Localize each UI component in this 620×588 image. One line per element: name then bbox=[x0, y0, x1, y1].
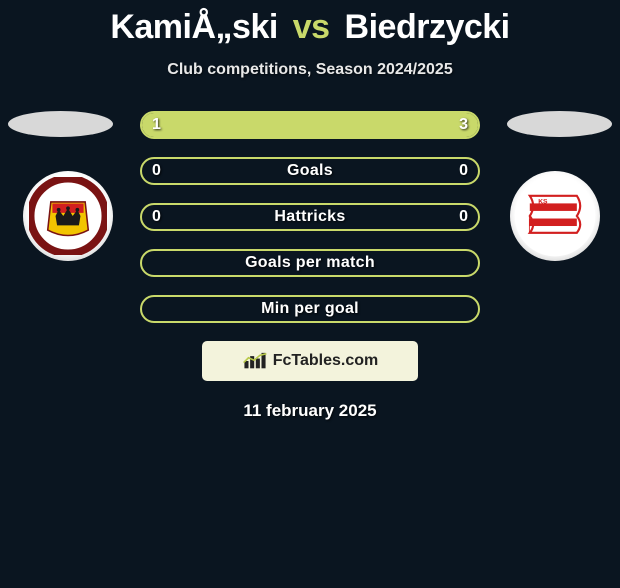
stat-value-right: 0 bbox=[459, 162, 468, 180]
stat-value-left: 0 bbox=[152, 208, 161, 226]
stats-arena: KS 13Matches00Goals00HattricksGoals per … bbox=[0, 111, 620, 323]
stat-label: Goals per match bbox=[245, 254, 375, 272]
branding-text: FcTables.com bbox=[273, 352, 379, 370]
stat-row: Goals per match bbox=[140, 249, 480, 277]
bar-chart-icon bbox=[242, 350, 268, 372]
club-crest-left bbox=[23, 171, 113, 261]
stat-row: 13Matches bbox=[140, 111, 480, 139]
svg-text:KS: KS bbox=[538, 198, 548, 205]
korona-crest-icon bbox=[29, 177, 107, 255]
player2-name: Biedrzycki bbox=[345, 8, 510, 46]
platform-ellipse-left bbox=[8, 111, 113, 137]
stat-label: Hattricks bbox=[274, 208, 345, 226]
cracovia-crest-icon: KS bbox=[513, 174, 597, 258]
stat-bar-right bbox=[226, 113, 478, 137]
stat-rows: 13Matches00Goals00HattricksGoals per mat… bbox=[140, 111, 480, 323]
stat-value-left: 0 bbox=[152, 162, 161, 180]
stat-value-right: 3 bbox=[459, 116, 468, 134]
stat-row: 0 0 Hattricks bbox=[140, 203, 480, 231]
player1-name: KamiÅ„ski bbox=[110, 8, 277, 46]
comparison-title: KamiÅ„ski vs Biedrzycki bbox=[0, 8, 620, 47]
footer-date: 11 february 2025 bbox=[0, 401, 620, 421]
stat-row: 0 0 Goals bbox=[140, 157, 480, 185]
stat-label: Min per goal bbox=[261, 300, 359, 318]
vs-text: vs bbox=[293, 8, 330, 46]
stat-value-right: 0 bbox=[459, 208, 468, 226]
subtitle: Club competitions, Season 2024/2025 bbox=[0, 61, 620, 79]
stat-label: Goals bbox=[287, 162, 333, 180]
club-crest-right: KS bbox=[510, 171, 600, 261]
stat-row: Min per goal bbox=[140, 295, 480, 323]
platform-ellipse-right bbox=[507, 111, 612, 137]
stat-value-left: 1 bbox=[152, 116, 161, 134]
branding-badge[interactable]: FcTables.com bbox=[202, 341, 418, 381]
